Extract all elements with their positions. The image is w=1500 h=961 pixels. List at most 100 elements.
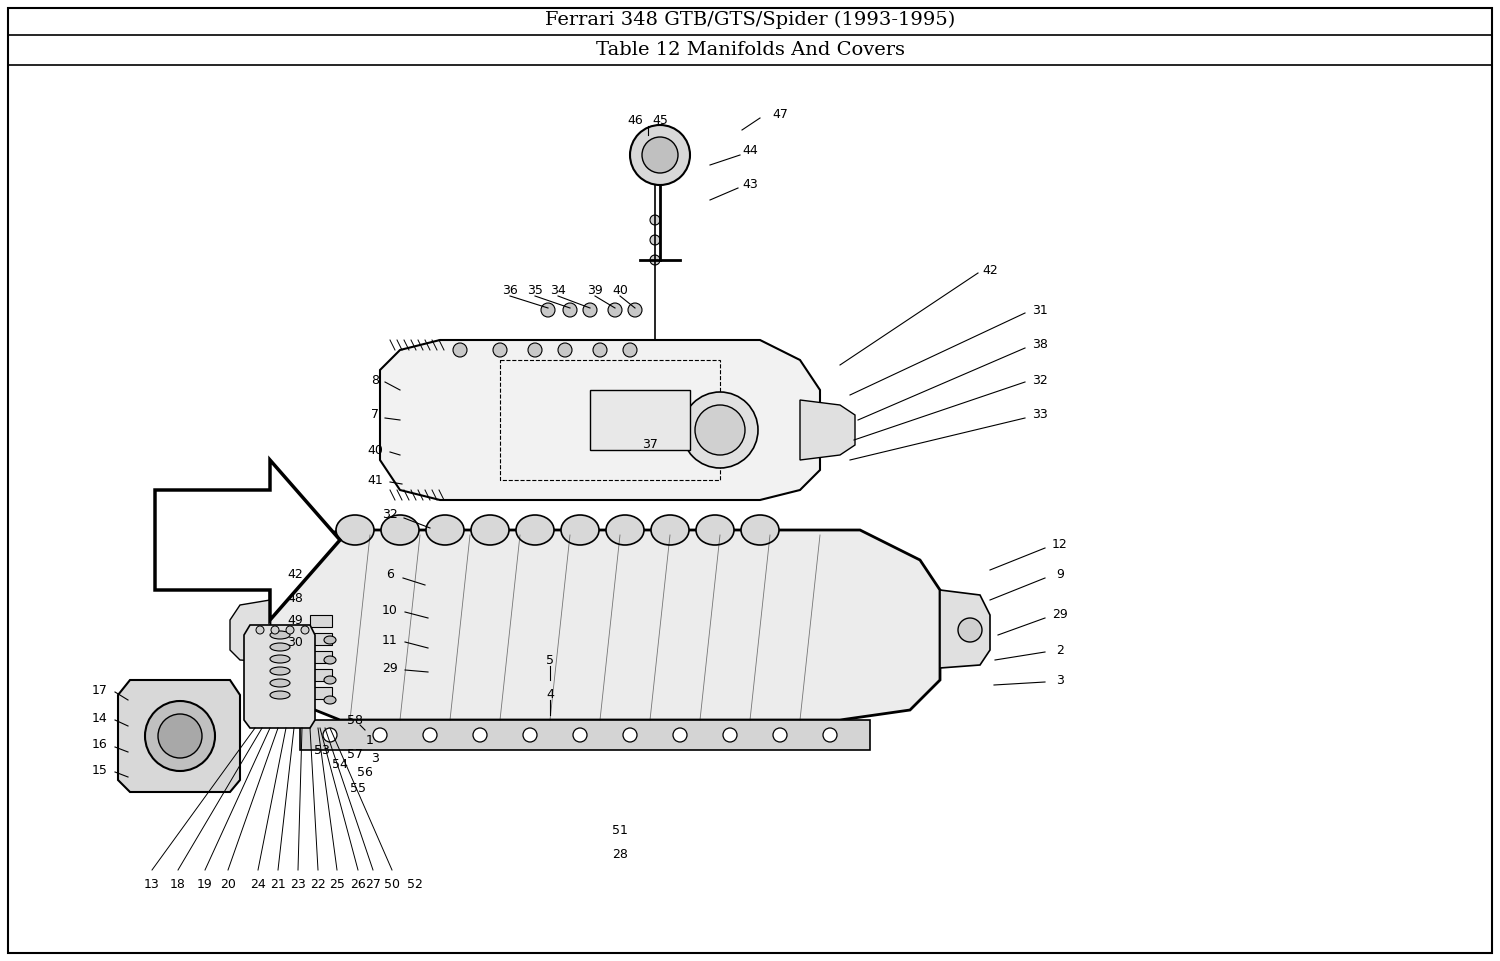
Text: 38: 38: [1032, 338, 1048, 352]
Bar: [310, 651, 332, 663]
Text: 5: 5: [546, 653, 554, 667]
Text: 34: 34: [550, 283, 566, 297]
Circle shape: [650, 255, 660, 265]
Circle shape: [286, 626, 294, 634]
Ellipse shape: [741, 515, 778, 545]
Text: 10: 10: [382, 604, 398, 617]
Text: 25: 25: [328, 878, 345, 892]
Text: 57: 57: [346, 749, 363, 761]
Circle shape: [628, 303, 642, 317]
Ellipse shape: [561, 515, 598, 545]
Circle shape: [562, 303, 578, 317]
Text: 51: 51: [612, 824, 628, 836]
Ellipse shape: [471, 515, 509, 545]
Circle shape: [958, 618, 982, 642]
Ellipse shape: [651, 515, 688, 545]
Text: 20: 20: [220, 878, 236, 892]
Circle shape: [272, 626, 279, 634]
Circle shape: [256, 626, 264, 634]
Polygon shape: [800, 400, 855, 460]
Circle shape: [608, 303, 622, 317]
Text: 55: 55: [350, 781, 366, 795]
Circle shape: [824, 728, 837, 742]
Circle shape: [650, 215, 660, 225]
Text: 16: 16: [92, 738, 108, 752]
Text: 9: 9: [1056, 569, 1064, 581]
Bar: [310, 615, 332, 627]
Polygon shape: [230, 600, 270, 662]
Circle shape: [642, 137, 678, 173]
Text: 42: 42: [982, 263, 998, 277]
Text: Table 12 Manifolds And Covers: Table 12 Manifolds And Covers: [596, 41, 904, 59]
Circle shape: [772, 728, 788, 742]
Text: 15: 15: [92, 763, 108, 776]
Text: 33: 33: [1032, 408, 1048, 422]
Circle shape: [592, 343, 608, 357]
Circle shape: [322, 728, 338, 742]
Circle shape: [146, 701, 214, 771]
Circle shape: [674, 728, 687, 742]
Text: 31: 31: [1032, 304, 1048, 316]
Text: 30: 30: [286, 636, 303, 650]
Text: 52: 52: [406, 878, 423, 892]
Circle shape: [573, 728, 586, 742]
Text: Ferrari 348 GTB/GTS/Spider (1993-1995): Ferrari 348 GTB/GTS/Spider (1993-1995): [544, 11, 956, 29]
Text: 18: 18: [170, 878, 186, 892]
Text: 32: 32: [1032, 374, 1048, 386]
Ellipse shape: [696, 515, 734, 545]
Ellipse shape: [270, 643, 290, 651]
Ellipse shape: [270, 679, 290, 687]
Text: 42: 42: [286, 569, 303, 581]
Ellipse shape: [270, 631, 290, 639]
Text: 45: 45: [652, 113, 668, 127]
Polygon shape: [154, 460, 340, 620]
Polygon shape: [380, 340, 820, 500]
Text: 8: 8: [370, 374, 380, 386]
Bar: [310, 633, 332, 645]
Text: 46: 46: [627, 113, 644, 127]
Ellipse shape: [381, 515, 419, 545]
Polygon shape: [940, 590, 990, 668]
Text: 47: 47: [772, 109, 788, 121]
Text: 12: 12: [1052, 538, 1068, 552]
Text: 58: 58: [346, 713, 363, 727]
Circle shape: [694, 405, 746, 455]
Circle shape: [650, 235, 660, 245]
Text: 40: 40: [612, 283, 628, 297]
Text: 50: 50: [384, 878, 400, 892]
Polygon shape: [270, 530, 940, 720]
Bar: [590, 390, 690, 450]
Ellipse shape: [426, 515, 464, 545]
Text: 6: 6: [386, 569, 394, 581]
Ellipse shape: [270, 655, 290, 663]
Polygon shape: [300, 720, 870, 750]
Ellipse shape: [324, 676, 336, 684]
Text: 37: 37: [642, 438, 658, 452]
Circle shape: [374, 728, 387, 742]
Text: 48: 48: [286, 592, 303, 604]
Text: 32: 32: [382, 508, 398, 522]
Ellipse shape: [324, 696, 336, 704]
Text: 49: 49: [286, 613, 303, 627]
Text: 4: 4: [546, 688, 554, 702]
Circle shape: [524, 728, 537, 742]
Circle shape: [453, 343, 466, 357]
Circle shape: [472, 728, 488, 742]
Ellipse shape: [324, 636, 336, 644]
Text: 27: 27: [364, 878, 381, 892]
Text: 43: 43: [742, 179, 758, 191]
Circle shape: [302, 626, 309, 634]
Text: 23: 23: [290, 878, 306, 892]
Text: 40: 40: [368, 443, 382, 456]
Text: 54: 54: [332, 758, 348, 772]
Text: 13: 13: [144, 878, 160, 892]
Text: 24: 24: [251, 878, 266, 892]
Text: 36: 36: [503, 283, 518, 297]
Text: 22: 22: [310, 878, 326, 892]
Bar: [500, 360, 720, 480]
Text: 21: 21: [270, 878, 286, 892]
Circle shape: [494, 343, 507, 357]
Text: 39: 39: [586, 283, 603, 297]
Circle shape: [542, 303, 555, 317]
Ellipse shape: [270, 667, 290, 675]
